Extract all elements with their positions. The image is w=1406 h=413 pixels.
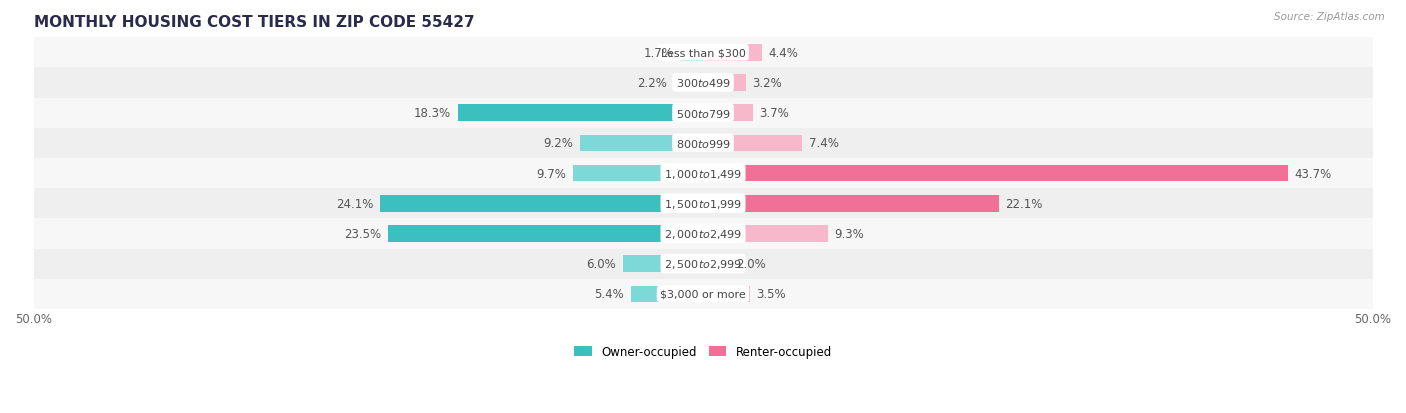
Bar [458,105,703,121]
Text: $3,000 or more: $3,000 or more [661,289,745,299]
Text: 2.2%: 2.2% [637,77,666,90]
Text: Source: ZipAtlas.com: Source: ZipAtlas.com [1274,12,1385,22]
Text: $2,000 to $2,499: $2,000 to $2,499 [664,228,742,240]
Bar [681,45,703,62]
Bar [703,135,801,152]
Text: MONTHLY HOUSING COST TIERS IN ZIP CODE 55427: MONTHLY HOUSING COST TIERS IN ZIP CODE 5… [34,15,474,30]
Text: 5.4%: 5.4% [595,287,624,301]
Bar [703,45,762,62]
Text: 6.0%: 6.0% [586,257,616,271]
Text: 9.7%: 9.7% [537,167,567,180]
Bar [388,225,703,242]
Text: 7.4%: 7.4% [808,137,838,150]
Text: 23.5%: 23.5% [344,228,381,240]
Bar [703,105,752,121]
Text: 22.1%: 22.1% [1005,197,1043,210]
Text: 43.7%: 43.7% [1295,167,1331,180]
Bar [703,225,828,242]
Bar [34,128,1372,159]
Text: 1.7%: 1.7% [644,47,673,59]
Bar [34,249,1372,279]
Bar [34,219,1372,249]
Text: 18.3%: 18.3% [415,107,451,120]
Bar [34,279,1372,309]
Text: 2.0%: 2.0% [737,257,766,271]
Bar [380,195,703,212]
Text: $1,500 to $1,999: $1,500 to $1,999 [664,197,742,210]
Bar [34,68,1372,98]
Bar [673,75,703,92]
Text: 3.2%: 3.2% [752,77,782,90]
Text: $300 to $499: $300 to $499 [675,77,731,89]
Bar [579,135,703,152]
Text: $2,500 to $2,999: $2,500 to $2,999 [664,257,742,271]
Bar [623,256,703,272]
Bar [34,189,1372,219]
Bar [34,38,1372,68]
Text: 4.4%: 4.4% [769,47,799,59]
Text: 3.7%: 3.7% [759,107,789,120]
Text: Less than $300: Less than $300 [661,48,745,58]
Text: 24.1%: 24.1% [336,197,374,210]
Bar [703,256,730,272]
Bar [631,286,703,302]
Bar [703,75,745,92]
Bar [703,286,749,302]
Bar [574,165,703,182]
Text: $800 to $999: $800 to $999 [675,138,731,150]
Bar [34,98,1372,128]
Text: 9.3%: 9.3% [834,228,863,240]
Legend: Owner-occupied, Renter-occupied: Owner-occupied, Renter-occupied [569,341,837,363]
Bar [34,159,1372,189]
Bar [703,165,1288,182]
Bar [703,195,998,212]
Text: $500 to $799: $500 to $799 [675,107,731,119]
Text: $1,000 to $1,499: $1,000 to $1,499 [664,167,742,180]
Text: 3.5%: 3.5% [756,287,786,301]
Text: 9.2%: 9.2% [543,137,574,150]
